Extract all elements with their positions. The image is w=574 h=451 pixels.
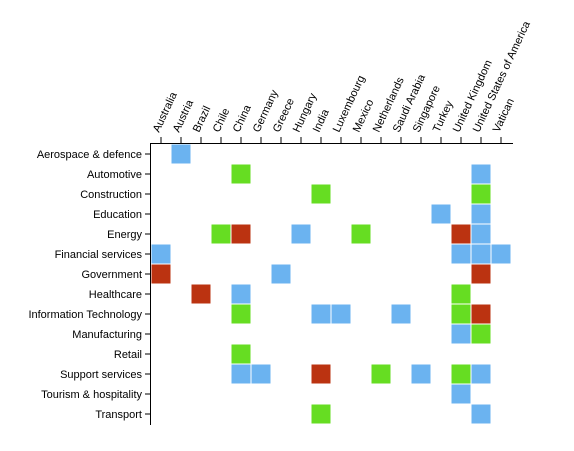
x-label-chile: Chile (211, 106, 232, 134)
x-axis-labels: AustraliaAustriaBrazilChileChinaGermanyG… (151, 19, 533, 143)
heatmap-cell-support-services-india (310, 363, 332, 385)
y-label-healthcare: Healthcare (89, 289, 142, 301)
heatmap-cell-construction-united-states-of-america (470, 183, 492, 205)
heatmap-cell-support-services-china (230, 363, 252, 385)
heatmap-cell-automotive-united-states-of-america (470, 163, 492, 185)
heatmap-cell-automotive-china (230, 163, 252, 185)
heatmap-cell-government-australia (150, 263, 172, 285)
heatmap-cell-information-technology-united-states-of-america (470, 303, 492, 325)
heatmap-cell-energy-hungary (290, 223, 312, 245)
heatmap-cell-information-technology-united-kingdom (450, 303, 472, 325)
y-label-education: Education (93, 209, 142, 221)
heatmap-cell-financial-services-vatican (490, 243, 512, 265)
x-label-india: India (311, 107, 332, 134)
heatmap-cell-energy-united-states-of-america (470, 223, 492, 245)
y-label-government: Government (81, 269, 142, 281)
heatmap-cell-energy-china (230, 223, 252, 245)
y-label-manufacturing: Manufacturing (72, 329, 142, 341)
heatmap-cell-support-services-united-kingdom (450, 363, 472, 385)
y-label-aerospace-and-defence: Aerospace & defence (37, 149, 142, 161)
heatmap-cell-transport-india (310, 403, 332, 425)
y-label-support-services: Support services (60, 369, 142, 381)
heatmap-cell-manufacturing-united-kingdom (450, 323, 472, 345)
y-label-information-technology: Information Technology (28, 309, 142, 321)
heatmap-cell-construction-india (310, 183, 332, 205)
y-label-tourism-and-hospitality: Tourism & hospitality (41, 389, 142, 401)
y-axis-labels: Aerospace & defence Automotive Constructio… (28, 149, 151, 421)
heatmap-cell-retail-china (230, 343, 252, 365)
heatmap-cell-government-greece (270, 263, 292, 285)
heatmap-cell-healthcare-china (230, 283, 252, 305)
heatmap-cell-information-technology-china (230, 303, 252, 325)
heatmap-cell-financial-services-united-states-of-america (470, 243, 492, 265)
heatmap-cell-information-technology-saudi-arabia (390, 303, 412, 325)
heatmap-cell-support-services-united-states-of-america (470, 363, 492, 385)
y-label-automotive: Automotive (87, 169, 142, 181)
heatmap-cell-healthcare-brazil (190, 283, 212, 305)
heatmap-cell-manufacturing-united-states-of-america (470, 323, 492, 345)
heatmap-cell-information-technology-india (310, 303, 332, 325)
heatmap-cell-aerospace-and-defence-austria (170, 143, 192, 165)
y-label-financial-services: Financial services (55, 249, 143, 261)
heatmap-cell-support-services-germany (250, 363, 272, 385)
heatmap-cell-education-turkey (430, 203, 452, 225)
heatmap-cell-transport-united-states-of-america (470, 403, 492, 425)
cells-layer (150, 143, 512, 425)
heatmap-cell-education-united-states-of-america (470, 203, 492, 225)
heatmap-cell-financial-services-united-kingdom (450, 243, 472, 265)
heatmap-cell-support-services-singapore (410, 363, 432, 385)
heatmap-cell-energy-united-kingdom (450, 223, 472, 245)
heatmap-cell-energy-mexico (350, 223, 372, 245)
y-label-transport: Transport (95, 409, 142, 421)
heatmap-cell-support-services-netherlands (370, 363, 392, 385)
y-label-energy: Energy (107, 229, 142, 241)
heatmap-cell-tourism-and-hospitality-united-kingdom (450, 383, 472, 405)
heatmap-cell-healthcare-united-kingdom (450, 283, 472, 305)
heatmap-cell-government-united-states-of-america (470, 263, 492, 285)
axes-layer (150, 143, 513, 425)
y-label-construction: Construction (80, 189, 142, 201)
heatmap-cell-energy-chile (210, 223, 232, 245)
heatmap-cell-financial-services-australia (150, 243, 172, 265)
y-label-retail: Retail (114, 349, 142, 361)
heatmap-cell-information-technology-luxembourg (330, 303, 352, 325)
